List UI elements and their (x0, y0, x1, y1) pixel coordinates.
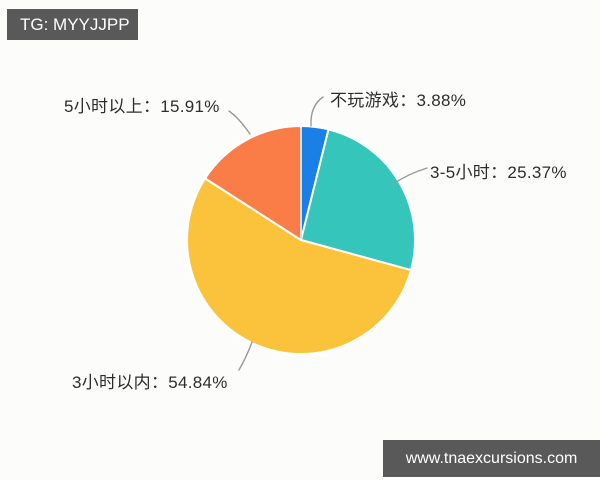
watermark-top-left: TG: MYYJJPP (7, 9, 138, 40)
leader-line-over5 (228, 110, 251, 135)
pie-slices-group (186, 125, 416, 355)
pie-label-no-game: 不玩游戏：3.88% (330, 91, 467, 110)
leader-lines-group (228, 96, 428, 371)
pie-slice-3-5小时 (300, 128, 416, 272)
pie-slice-5小时以上 (204, 125, 302, 241)
pie-label-over-5-hours: 5小时以上：15.91% (64, 97, 220, 116)
pie-label-within-3-hours: 3小时以内：54.84% (72, 373, 228, 392)
watermark-bottom-right-url: www.tnaexcursions.com (383, 440, 600, 477)
leader-line-no-game (310, 96, 324, 127)
leader-line-3to5 (392, 167, 428, 185)
pie-label-3to5-hours: 3-5小时：25.37% (430, 163, 567, 182)
pie-slice-3小时以内 (186, 177, 412, 355)
leader-line-within3 (238, 341, 253, 371)
